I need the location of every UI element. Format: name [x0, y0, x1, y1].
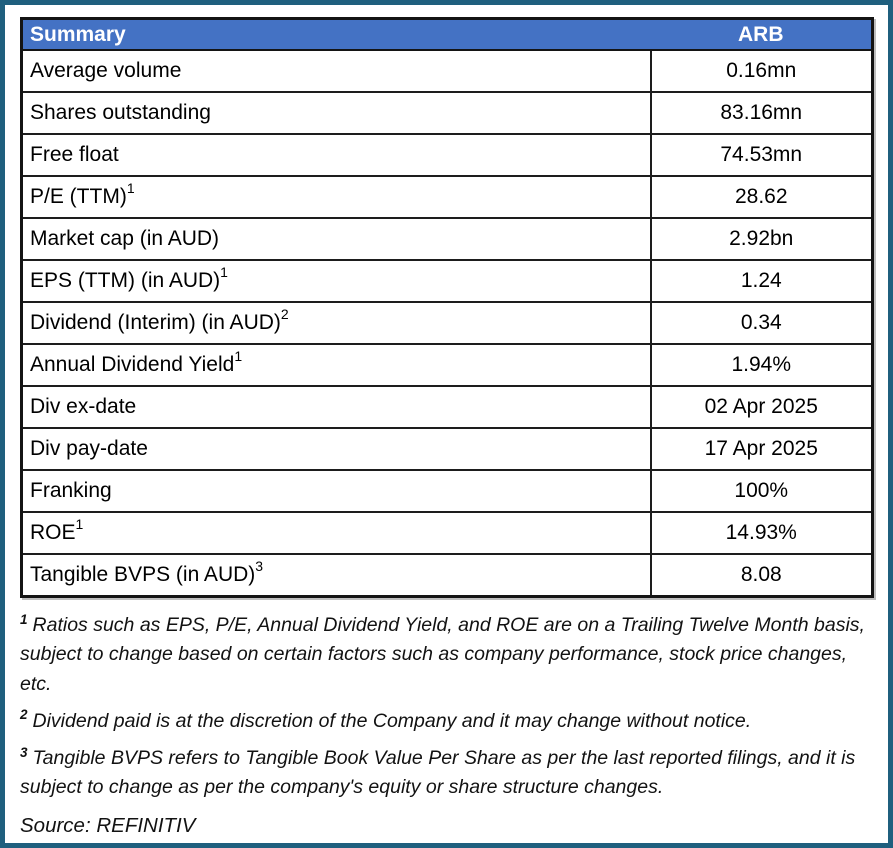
table-row: Franking 100%: [20, 469, 874, 513]
metric-value: 2.92bn: [649, 217, 874, 261]
metric-label: Franking: [30, 479, 112, 502]
footnote-ref: 1: [234, 348, 243, 364]
table-row: Average volume 0.16mn: [20, 49, 874, 93]
footnote-text: Ratios such as EPS, P/E, Annual Dividend…: [20, 614, 865, 695]
footnote: 1 Ratios such as EPS, P/E, Annual Dividen…: [20, 611, 872, 699]
metric-cell: ROE1: [20, 511, 652, 555]
metric-cell: Average volume: [20, 49, 652, 93]
table-row: Market cap (in AUD) 2.92bn: [20, 217, 874, 261]
metric-value: 17 Apr 2025: [649, 427, 874, 471]
metric-value: 28.62: [649, 175, 874, 219]
metric-label: P/E (TTM): [30, 185, 127, 208]
metric-value: 0.16mn: [649, 49, 874, 93]
table-row: ROE1 14.93%: [20, 511, 874, 555]
metric-value: 0.34: [649, 301, 874, 345]
metric-label: Div ex-date: [30, 395, 137, 418]
metric-label: Average volume: [30, 59, 182, 82]
metric-cell: Market cap (in AUD): [20, 217, 652, 261]
metric-label: Annual Dividend Yield: [30, 353, 235, 376]
metric-cell: Div pay-date: [20, 427, 652, 471]
metric-label: EPS (TTM) (in AUD): [30, 269, 221, 292]
table-header-ticker: ARB: [650, 17, 873, 51]
table-row: P/E (TTM)1 28.62: [20, 175, 874, 219]
table-row: Shares outstanding 83.16mn: [20, 91, 874, 135]
metric-label: Dividend (Interim) (in AUD): [30, 311, 281, 334]
metric-label: Div pay-date: [30, 437, 148, 460]
footnote: 2 Dividend paid is at the discretion of t…: [20, 707, 872, 736]
metric-value: 74.53mn: [649, 133, 874, 177]
footnote-ref: 2: [280, 306, 289, 322]
footnote-text: Dividend paid is at the discretion of th…: [32, 709, 752, 732]
metric-value: 83.16mn: [649, 91, 874, 135]
metric-cell: Div ex-date: [20, 385, 652, 429]
metric-value: 100%: [649, 469, 874, 513]
footnote-ref: 1: [220, 264, 228, 280]
summary-table: Summary ARB Average volume 0.16mn Shares…: [20, 17, 874, 598]
metric-label: Market cap (in AUD): [30, 227, 220, 250]
table-row: Div pay-date 17 Apr 2025: [20, 427, 874, 471]
metric-value: 8.08: [649, 553, 874, 598]
metric-label: Shares outstanding: [30, 101, 211, 124]
table-header-row: Summary ARB: [21, 17, 873, 51]
metric-value: 02 Apr 2025: [649, 385, 874, 429]
metric-value: 1.94%: [649, 343, 874, 387]
metric-cell: Dividend (Interim) (in AUD)2: [20, 301, 652, 345]
metric-cell: Free float: [20, 133, 652, 177]
metric-cell: Tangible BVPS (in AUD)3: [20, 553, 652, 598]
footnote-number: 2: [20, 707, 28, 723]
footnote-list: 1 Ratios such as EPS, P/E, Annual Dividen…: [20, 611, 872, 803]
table-row: Free float 74.53mn: [20, 133, 874, 177]
table-row: Annual Dividend Yield1 1.94%: [20, 343, 874, 387]
table-header-summary: Summary: [21, 17, 651, 51]
footnote: 3 Tangible BVPS refers to Tangible Book V…: [20, 744, 872, 803]
source-line: Source: REFINITIV: [20, 813, 196, 837]
footnote-ref: 1: [126, 180, 135, 196]
footnote-ref: 3: [255, 558, 264, 574]
footnote-ref: 1: [75, 516, 84, 532]
metric-label: ROE: [30, 521, 76, 544]
metric-cell: Annual Dividend Yield1: [20, 343, 652, 387]
metric-cell: Franking: [20, 469, 652, 513]
metric-label: Free float: [30, 143, 119, 166]
footnote-number: 3: [20, 744, 28, 760]
footnotes-block: 1 Ratios such as EPS, P/E, Annual Dividen…: [20, 611, 872, 841]
metric-cell: Shares outstanding: [20, 91, 652, 135]
footnote-text: Tangible BVPS refers to Tangible Book Va…: [20, 747, 856, 799]
table-row: Div ex-date 02 Apr 2025: [20, 385, 874, 429]
footnote-number: 1: [20, 611, 28, 627]
metric-label: Tangible BVPS (in AUD): [30, 563, 256, 586]
table-body: Average volume 0.16mn Shares outstanding…: [20, 49, 874, 598]
metric-value: 1.24: [649, 259, 874, 303]
table-row: Dividend (Interim) (in AUD)2 0.34: [20, 301, 874, 345]
metric-cell: EPS (TTM) (in AUD)1: [20, 259, 652, 303]
metric-value: 14.93%: [649, 511, 874, 555]
table-row: EPS (TTM) (in AUD)1 1.24: [20, 259, 874, 303]
table-row: Tangible BVPS (in AUD)3 8.08: [20, 553, 874, 598]
metric-cell: P/E (TTM)1: [20, 175, 652, 219]
